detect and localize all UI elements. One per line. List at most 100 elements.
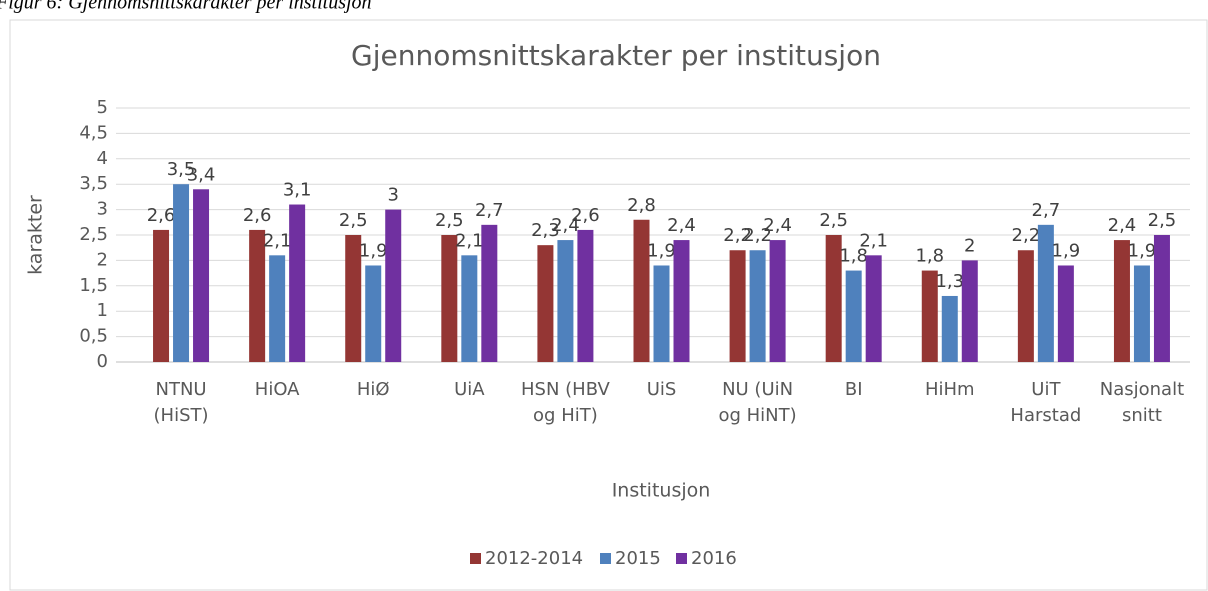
bar <box>825 235 842 362</box>
data-label: 3 <box>388 185 399 206</box>
chart-title: Gjennomsnittskarakter per institusjon <box>351 39 881 72</box>
bar <box>845 270 862 362</box>
bar <box>729 250 746 362</box>
data-label: 1,9 <box>359 240 388 261</box>
y-tick-label: 3,5 <box>79 173 108 194</box>
bar <box>653 265 670 362</box>
bar <box>633 219 650 362</box>
data-label: 1,8 <box>915 246 944 267</box>
data-label: 2,5 <box>1148 210 1177 231</box>
data-label: 3,1 <box>283 180 312 201</box>
x-tick-label: UiT Harstad <box>1010 379 1081 426</box>
x-tick-label: HiOA <box>255 379 300 400</box>
bar <box>557 240 574 362</box>
bar <box>193 189 210 362</box>
data-label: 2,7 <box>1032 200 1061 221</box>
bar <box>1037 224 1054 362</box>
data-label: 2,1 <box>263 230 292 251</box>
chart-frame <box>9 19 1208 591</box>
data-label: 2,2 <box>1012 225 1041 246</box>
legend-swatch <box>600 553 611 564</box>
bar <box>153 229 170 362</box>
legend-label: 2015 <box>615 548 661 569</box>
data-label: 2,1 <box>455 230 484 251</box>
x-tick-label: HiHm <box>925 379 975 400</box>
bar <box>481 224 498 362</box>
caption: Figur 6: Gjennomsnittskarakter per insti… <box>0 0 372 14</box>
data-label: 3,5 <box>167 159 196 180</box>
data-label: 2,8 <box>627 195 656 216</box>
legend-label: 2012-2014 <box>485 548 583 569</box>
data-label: 2,3 <box>531 220 560 241</box>
bar <box>961 260 978 362</box>
data-label: 2,4 <box>1108 215 1137 236</box>
bar <box>441 235 458 362</box>
data-label: 2,6 <box>571 205 600 226</box>
bar <box>865 255 882 362</box>
data-label: 2,1 <box>859 230 888 251</box>
bar <box>1113 240 1130 362</box>
data-label: 2,7 <box>475 200 504 221</box>
data-label: 2,2 <box>723 225 752 246</box>
data-label: 2 <box>964 235 975 256</box>
data-label: 1,9 <box>1128 240 1157 261</box>
y-tick-label: 5 <box>97 97 108 118</box>
x-tick-label: UiS <box>647 379 677 400</box>
x-tick-label: BI <box>845 379 863 400</box>
data-label: 3,4 <box>187 164 216 185</box>
y-tick-label: 1 <box>97 300 108 321</box>
bar <box>673 240 690 362</box>
bar <box>1057 265 1074 362</box>
data-label: 2,5 <box>339 210 368 231</box>
data-label: 2,5 <box>819 210 848 231</box>
y-tick-label: 0,5 <box>79 326 108 347</box>
bar <box>1153 235 1170 362</box>
data-label: 2,4 <box>763 215 792 236</box>
y-tick-label: 3 <box>97 199 108 220</box>
y-tick-label: 2 <box>97 249 108 270</box>
data-label: 2,6 <box>243 205 272 226</box>
y-tick-label: 2,5 <box>79 224 108 245</box>
bar <box>173 184 190 362</box>
x-tick-label: HSN (HBV og HiT) <box>521 379 611 426</box>
data-label: 2,6 <box>147 205 176 226</box>
legend-swatch <box>470 553 481 564</box>
x-tick-label: NU (UiN og HiNT) <box>718 379 796 426</box>
x-tick-label: NTNU (HiST) <box>154 379 209 426</box>
bar <box>249 229 266 362</box>
bar <box>769 240 786 362</box>
legend-swatch <box>676 553 687 564</box>
legend-label: 2016 <box>691 548 737 569</box>
bar <box>365 265 382 362</box>
bar <box>1133 265 1150 362</box>
bar <box>269 255 286 362</box>
y-axis-label: karakter <box>25 195 47 275</box>
bar <box>385 209 402 362</box>
y-tick-label: 1,5 <box>79 275 108 296</box>
data-label: 1,3 <box>935 271 964 292</box>
bar <box>537 245 554 362</box>
data-label: 1,9 <box>1052 240 1081 261</box>
bar <box>577 229 594 362</box>
data-label: 1,9 <box>647 240 676 261</box>
data-label: 2,4 <box>667 215 696 236</box>
bar <box>1017 250 1034 362</box>
bar <box>289 204 306 362</box>
y-tick-label: 4 <box>97 148 108 169</box>
bar <box>921 270 938 362</box>
x-axis-label: Institusjon <box>612 480 711 502</box>
bar <box>749 250 766 362</box>
y-tick-label: 4,5 <box>79 122 108 143</box>
x-tick-label: HiØ <box>357 379 390 400</box>
data-label: 2,4 <box>551 215 580 236</box>
data-label: 2,5 <box>435 210 464 231</box>
bar <box>941 295 958 362</box>
data-label: 2,2 <box>743 225 772 246</box>
y-tick-label: 0 <box>97 351 108 372</box>
x-tick-label: Nasjonalt snitt <box>1100 379 1184 426</box>
data-label: 1,8 <box>839 246 868 267</box>
bar <box>345 235 362 362</box>
x-tick-label: UiA <box>454 379 485 400</box>
bar <box>461 255 478 362</box>
